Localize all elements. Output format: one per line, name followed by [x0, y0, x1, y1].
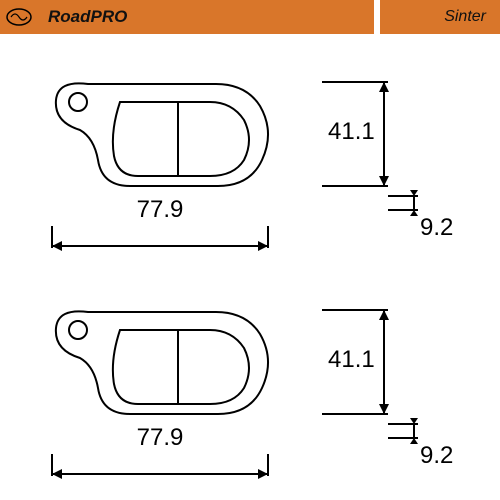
dimension-thickness: 9.2 [388, 418, 468, 483]
dimension-height: 41.1 [322, 74, 422, 199]
dimension-height: 41.1 [322, 302, 422, 427]
dimension-width-value: 77.9 [50, 196, 270, 224]
dimension-width: 77.9 [50, 424, 270, 487]
brand-logo [0, 0, 38, 34]
header-bar: RoadPRO Sinter [0, 0, 500, 34]
pad-row: 77.9 41.1 [0, 44, 500, 254]
brand-title: RoadPRO [38, 0, 374, 34]
pad-row: 77.9 41.1 [0, 272, 500, 482]
dimension-thickness: 9.2 [388, 190, 468, 255]
dimension-height-value: 41.1 [328, 346, 375, 374]
dimension-width: 77.9 [50, 196, 270, 259]
dimension-width-value: 77.9 [50, 424, 270, 452]
dimension-thickness-value: 9.2 [420, 442, 453, 470]
brake-pad-shape [50, 78, 280, 203]
product-type: Sinter [380, 0, 500, 34]
dimension-height-value: 41.1 [328, 118, 375, 146]
brake-pad-shape [50, 306, 280, 431]
diagram-area: 77.9 41.1 [0, 34, 500, 500]
dimension-thickness-value: 9.2 [420, 214, 453, 242]
